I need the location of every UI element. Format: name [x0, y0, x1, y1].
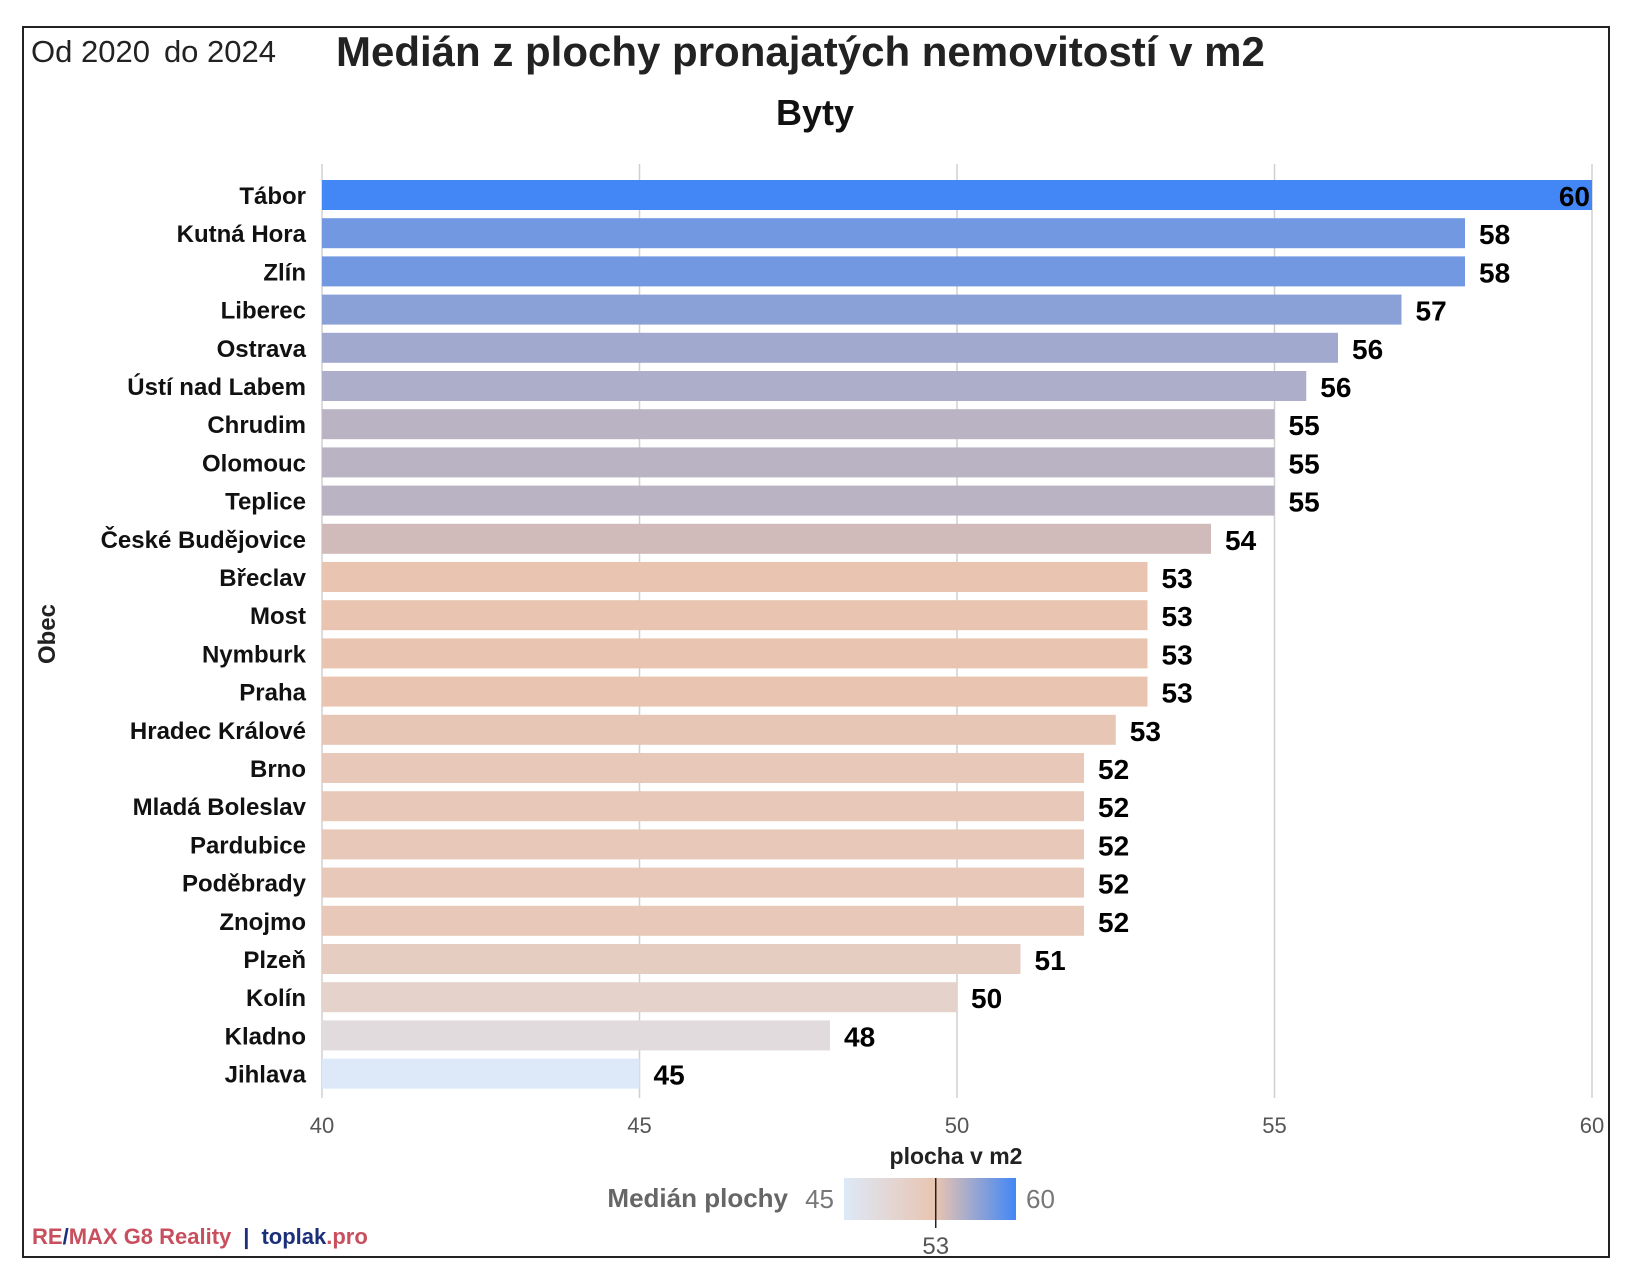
period-from: Od 2020	[31, 34, 150, 69]
bar	[322, 944, 1021, 974]
bar	[322, 485, 1275, 516]
y-tick-label: Chrudim	[207, 412, 306, 439]
data-label: 58	[1479, 219, 1510, 250]
bar	[322, 753, 1084, 783]
footer-remax-re: RE	[32, 1224, 63, 1249]
y-tick-label: Nymburk	[202, 641, 307, 668]
x-tick-label: 40	[310, 1113, 334, 1138]
footer-slash: /	[62, 1224, 69, 1249]
period-label: Od 2020 do 2024	[31, 34, 290, 70]
data-label: 55	[1289, 448, 1320, 479]
y-tick-label: Jihlava	[225, 1062, 307, 1089]
legend-mid-label: 53	[922, 1233, 949, 1260]
data-label: 58	[1479, 257, 1510, 288]
y-tick-label: Liberec	[221, 298, 306, 325]
data-label: 50	[971, 983, 1002, 1014]
bar	[322, 447, 1275, 478]
bar	[322, 638, 1148, 669]
y-tick-label: Břeclav	[219, 565, 306, 592]
y-axis-title: Obec	[34, 604, 61, 664]
bar	[322, 523, 1211, 554]
data-label: 56	[1352, 334, 1383, 365]
y-tick-label: Mladá Boleslav	[133, 794, 307, 821]
bar	[322, 332, 1338, 363]
y-tick-label: Kladno	[225, 1023, 306, 1050]
data-label: 52	[1098, 869, 1129, 900]
data-label: 52	[1098, 792, 1129, 823]
y-tick-label: Poděbrady	[182, 871, 307, 898]
data-label: 60	[1559, 181, 1590, 212]
legend-color-bar	[844, 1178, 1016, 1220]
y-tick-label: Znojmo	[219, 909, 306, 936]
y-tick-label: Pardubice	[190, 832, 306, 859]
data-label: 55	[1289, 410, 1320, 441]
bar	[322, 180, 1592, 210]
data-label: 55	[1289, 487, 1320, 518]
bar	[322, 1020, 830, 1051]
data-label: 52	[1098, 907, 1129, 938]
y-tick-label: Most	[250, 603, 306, 630]
x-tick-label: 60	[1580, 1113, 1604, 1138]
footer-pro: .pro	[326, 1224, 368, 1249]
bar	[322, 1058, 640, 1089]
bar	[322, 371, 1307, 401]
data-label: 53	[1162, 563, 1193, 594]
bar	[322, 714, 1116, 745]
y-tick-label: Ostrava	[217, 336, 307, 363]
y-tick-label: Tábor	[239, 183, 306, 210]
chart-title: Medián z plochy pronajatých nemovitostí …	[336, 28, 1265, 75]
data-label: 45	[654, 1060, 685, 1091]
bar	[322, 791, 1084, 822]
bar	[322, 256, 1465, 287]
footer-separator: |	[243, 1224, 250, 1249]
bar	[322, 409, 1275, 440]
footer-remax-rest: MAX G8 Reality	[68, 1224, 232, 1249]
data-label: 57	[1416, 296, 1447, 327]
data-label: 52	[1098, 754, 1129, 785]
data-label: 48	[844, 1021, 875, 1052]
footer-credits: RE/MAX G8 Reality | toplak.pro	[32, 1224, 368, 1250]
bar	[322, 676, 1148, 707]
y-tick-label: Teplice	[225, 489, 306, 516]
data-label: 56	[1320, 372, 1351, 403]
y-tick-label: Ústí nad Labem	[127, 373, 306, 401]
data-label: 53	[1130, 716, 1161, 747]
bar	[322, 600, 1148, 631]
y-tick-label: Zlín	[263, 259, 306, 286]
x-tick-label: 50	[945, 1113, 969, 1138]
data-label: 51	[1035, 945, 1066, 976]
x-tick-label: 55	[1262, 1113, 1286, 1138]
y-tick-label: Kutná Hora	[177, 221, 307, 248]
bar	[322, 867, 1084, 898]
bar	[322, 829, 1084, 860]
y-tick-label: Brno	[250, 756, 306, 783]
y-tick-label: Olomouc	[202, 450, 306, 477]
bar	[322, 905, 1084, 936]
bar	[322, 218, 1465, 249]
data-label: 52	[1098, 830, 1129, 861]
x-axis-title: plocha v m2	[890, 1143, 1023, 1169]
y-tick-label: Plzeň	[243, 947, 306, 974]
footer-toplak: toplak	[261, 1224, 327, 1249]
chart-subtitle: Byty	[775, 92, 855, 133]
data-label: 53	[1162, 601, 1193, 632]
y-tick-label: Hradec Králové	[130, 718, 306, 745]
data-label: 53	[1162, 678, 1193, 709]
bar	[322, 562, 1148, 592]
data-label: 53	[1162, 639, 1193, 670]
bar	[322, 294, 1402, 325]
period-to: do 2024	[163, 34, 276, 69]
data-label: 54	[1225, 525, 1257, 556]
bar	[322, 982, 957, 1013]
y-tick-label: České Budějovice	[101, 526, 306, 554]
y-tick-label: Praha	[239, 680, 306, 707]
legend-max-label: 60	[1026, 1184, 1055, 1214]
legend-min-label: 45	[805, 1184, 834, 1214]
y-tick-label: Kolín	[246, 985, 306, 1012]
legend-title: Medián plochy	[607, 1183, 788, 1213]
x-tick-label: 45	[627, 1113, 651, 1138]
chart-frame	[22, 26, 1610, 1258]
